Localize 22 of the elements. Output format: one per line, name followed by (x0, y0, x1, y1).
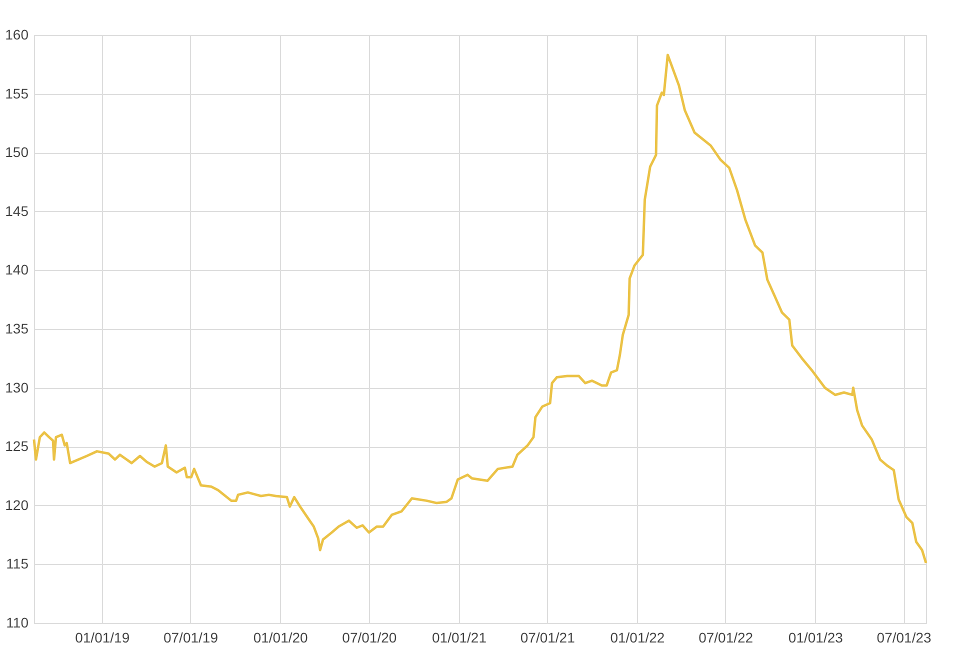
x-tick-label: 01/01/20 (253, 630, 308, 646)
x-tick-label: 01/01/21 (432, 630, 487, 646)
x-tick-label: 07/01/19 (163, 630, 218, 646)
y-tick-label: 125 (5, 438, 29, 454)
y-tick-label: 110 (6, 614, 29, 630)
y-tick-label: 150 (5, 144, 29, 160)
x-tick-label: 07/01/22 (698, 630, 754, 646)
y-tick-label: 135 (5, 320, 29, 336)
y-tick-label: 120 (5, 496, 29, 513)
y-tick-label: 115 (6, 556, 29, 572)
y-tick-label: 155 (5, 85, 29, 102)
y-tick-label: 160 (5, 26, 29, 42)
x-tick-label: 07/01/23 (876, 630, 932, 646)
y-tick-label: 145 (5, 202, 29, 219)
y-tick-label: 130 (5, 379, 29, 396)
x-tick-label: 01/01/23 (788, 630, 844, 646)
x-tick-label: 01/01/19 (75, 630, 130, 646)
x-tick-label: 07/01/21 (520, 630, 576, 646)
x-tick-label: 07/01/20 (342, 630, 397, 646)
x-tick-label: 01/01/22 (610, 630, 665, 646)
line-series (32, 54, 928, 564)
y-tick-label: 140 (5, 262, 29, 278)
